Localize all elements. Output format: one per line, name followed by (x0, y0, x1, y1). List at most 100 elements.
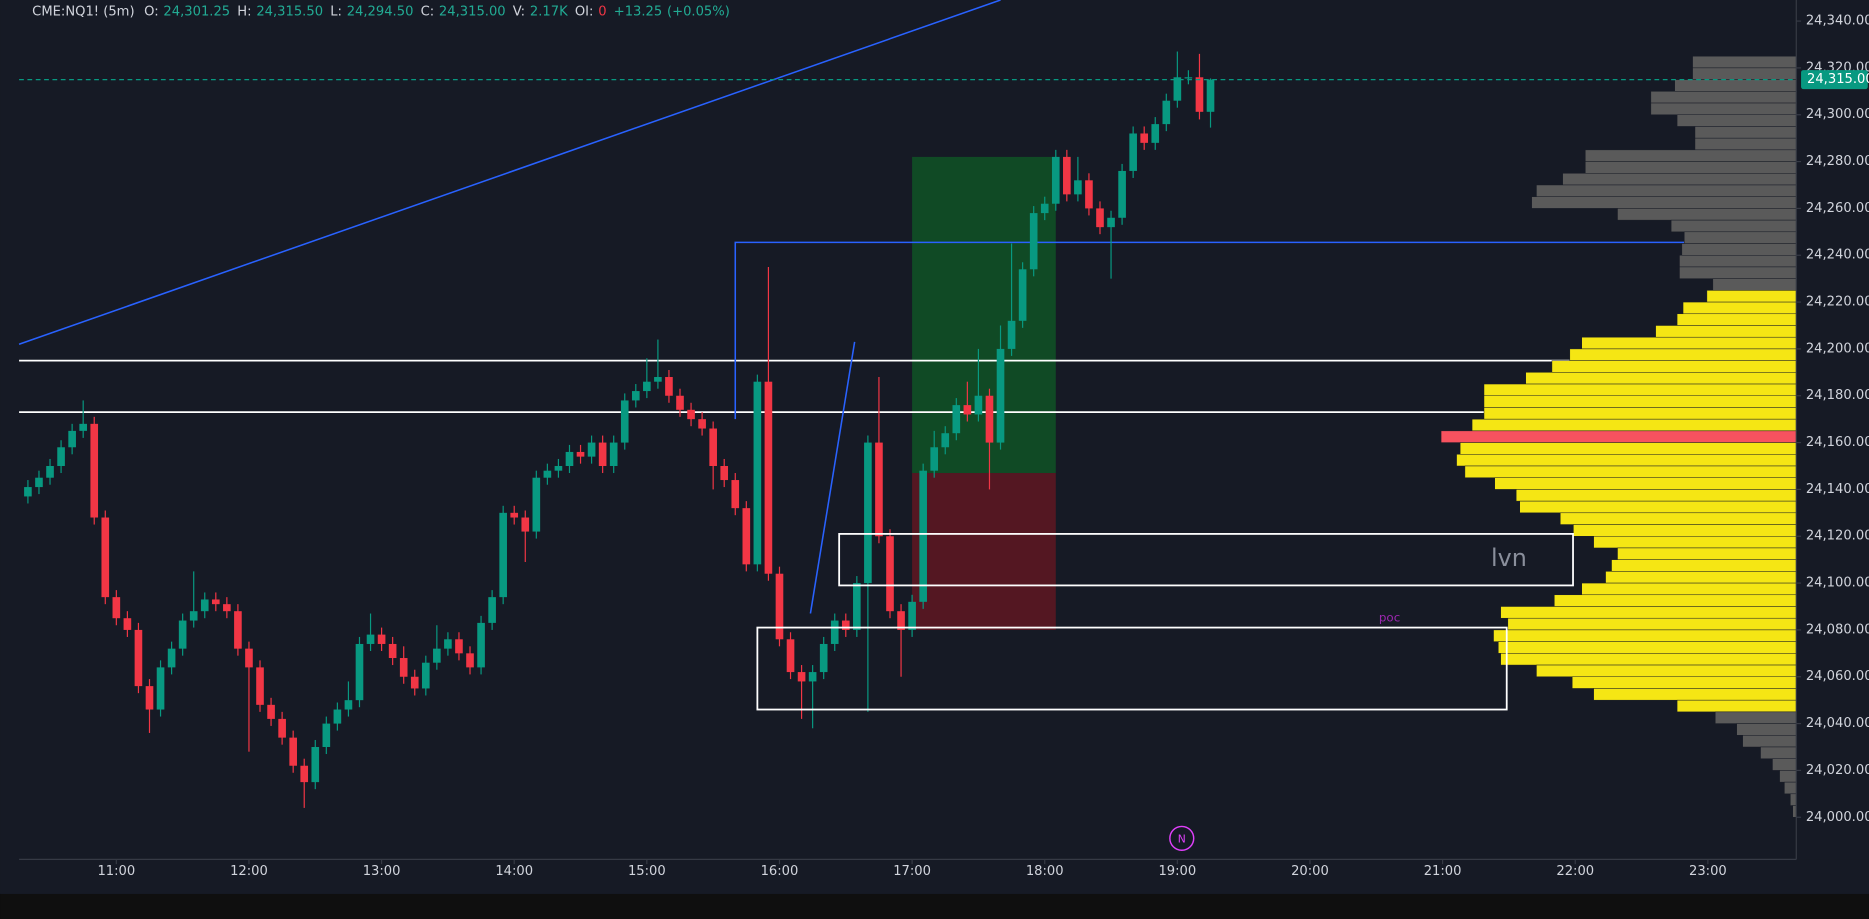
candle-body (1195, 77, 1204, 112)
field-key: OI: (575, 4, 594, 19)
profile-bar (1585, 161, 1797, 174)
candle-body (134, 629, 143, 687)
candle-body (35, 477, 43, 488)
candle-body (178, 620, 187, 649)
y-tick-label: 24,280.00 (1806, 154, 1869, 169)
zone-rect (756, 626, 1508, 711)
field-value: 24,315.00 (439, 4, 506, 19)
profile-bar (1554, 594, 1797, 607)
candle-body (941, 433, 950, 448)
profile-bar (1493, 629, 1797, 642)
change: +13.25 (614, 4, 663, 19)
profile-bar (1692, 67, 1797, 80)
candle-body (565, 451, 574, 466)
candle-body (886, 536, 894, 612)
candle-body (1151, 124, 1160, 143)
candle-body (499, 512, 507, 598)
x-tick-label: 22:00 (1556, 864, 1594, 879)
y-tick-label: 24,020.00 (1806, 763, 1869, 778)
y-tick-label: 24,160.00 (1806, 435, 1869, 450)
profile-bar (1519, 500, 1797, 514)
candle-body (366, 634, 375, 644)
candle-body (963, 405, 972, 415)
candle-body (731, 480, 740, 509)
profile-bar (1525, 372, 1797, 385)
candle-body (344, 700, 353, 710)
candle-body (1206, 79, 1215, 112)
y-tick-label: 24,260.00 (1806, 201, 1869, 216)
profile-bar (1585, 149, 1797, 162)
x-tick-label: 13:00 (363, 864, 401, 879)
candle-body (510, 512, 519, 518)
candle-body (167, 648, 176, 668)
candle-body (57, 447, 65, 466)
profile-bar (1681, 243, 1797, 256)
candle-body (466, 653, 474, 668)
candle-body (676, 395, 684, 410)
profile-bar (1694, 137, 1797, 151)
field-key: C: (421, 4, 435, 19)
profile-bar (1471, 418, 1797, 432)
drawings (18, 0, 1797, 630)
annotation: poc (1379, 611, 1400, 625)
candle-body (355, 643, 364, 701)
candle-body (388, 643, 397, 659)
profile-bar (1679, 255, 1797, 268)
profile-bar (1500, 653, 1797, 666)
candle-body (687, 409, 695, 420)
candle-body (598, 442, 607, 466)
candle-body (1018, 269, 1027, 321)
candle-body (223, 604, 231, 612)
profile-bar (1494, 477, 1797, 490)
candle-body (698, 419, 706, 429)
y-tick-label: 24,340.00 (1806, 14, 1869, 29)
profile-bar (1536, 664, 1797, 677)
trend-line (809, 341, 856, 614)
candle-body (764, 381, 773, 574)
profile-bar (1779, 770, 1797, 783)
profile-bar (1593, 536, 1797, 549)
candle-body (864, 442, 872, 584)
candle-body (1184, 77, 1193, 79)
candle-body (720, 465, 729, 481)
trend-line (734, 241, 1686, 420)
price-axis-bg (1796, 0, 1869, 860)
field-key: L: (330, 4, 342, 19)
candle-body (521, 517, 530, 532)
profile-bar (1655, 325, 1797, 338)
symbol: CME:NQ1! (5m) (32, 4, 134, 19)
y-tick-label: 24,180.00 (1806, 388, 1869, 403)
candle-body (576, 451, 585, 457)
candle-body (1096, 208, 1104, 228)
candle-body (654, 377, 662, 382)
volume-profile (1440, 55, 1797, 818)
profile-bar (1742, 735, 1797, 748)
candle-body (1140, 133, 1149, 143)
candle-body (709, 428, 717, 466)
candle-body (543, 470, 552, 478)
y-tick-label: 24,040.00 (1806, 716, 1869, 731)
x-tick-label: 21:00 (1424, 864, 1462, 879)
bottom-bar (0, 893, 1869, 919)
candle-body (742, 508, 751, 565)
profile-bar (1670, 219, 1797, 233)
field-value: 24,294.50 (347, 4, 414, 19)
event-marker (1169, 825, 1195, 851)
profile-bar (1483, 395, 1797, 408)
profile-bar (1706, 290, 1797, 303)
profile-bar (1464, 465, 1797, 478)
candle-body (433, 648, 441, 663)
candle-body (410, 676, 419, 689)
candle-body (609, 442, 618, 466)
candles (24, 51, 1215, 808)
candle-body (631, 391, 640, 401)
y-tick-label: 24,220.00 (1806, 295, 1869, 310)
candle-body (1129, 133, 1137, 171)
trend-line (18, 0, 1001, 345)
profile-bar (1562, 173, 1797, 186)
candle-body (300, 765, 309, 783)
candle-body (1063, 156, 1071, 195)
field-value: 2.17K (530, 4, 568, 19)
candle-body (996, 348, 1005, 443)
